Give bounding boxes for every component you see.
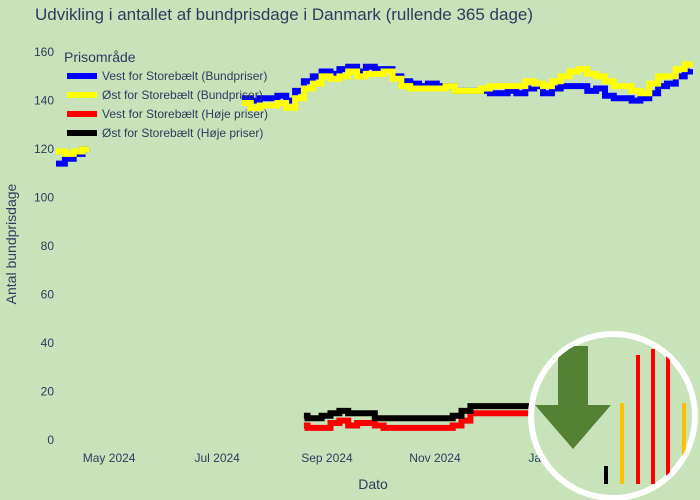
x-tick-label: Nov 2024 [409,451,461,465]
x-tick-label: Sep 2024 [301,451,353,465]
down-arrow-icon [535,346,611,449]
y-tick-label: 0 [47,433,54,447]
x-axis-title: Dato [358,476,388,492]
badge-bar [682,403,686,484]
y-axis-title: Antal bundprisdage [3,183,19,304]
y-tick-label: 140 [34,94,54,108]
badge-bar [666,355,670,484]
logo-badge [528,331,698,500]
badge-bar [651,349,655,484]
legend-item-label: Vest for Storebælt (Høje priser) [102,107,268,121]
series-line [241,61,693,111]
legend-item-label: Vest for Storebælt (Bundpriser) [102,69,267,83]
badge-bar [604,466,608,484]
badge-bar [636,355,640,484]
y-tick-label: 120 [34,142,54,156]
legend-item-label: Øst for Storebælt (Høje priser) [102,126,263,140]
x-tick-label: May 2024 [83,451,136,465]
y-tick-label: 80 [41,239,55,253]
badge-bar [620,403,624,484]
y-tick-label: 40 [41,336,55,350]
x-tick-label: Jul 2024 [194,451,240,465]
y-tick-label: 20 [41,385,55,399]
legend-item-label: Øst for Storebælt (Bundpriser) [102,88,263,102]
series-line [56,146,90,157]
y-tick-label: 100 [34,191,54,205]
chart-title: Udvikling i antallet af bundprisdage i D… [35,5,533,24]
legend: Prisområde Vest for Storebælt (Bundprise… [64,49,268,140]
y-tick-label: 160 [34,45,54,59]
y-tick-label: 60 [41,288,55,302]
legend-title: Prisområde [64,49,136,65]
